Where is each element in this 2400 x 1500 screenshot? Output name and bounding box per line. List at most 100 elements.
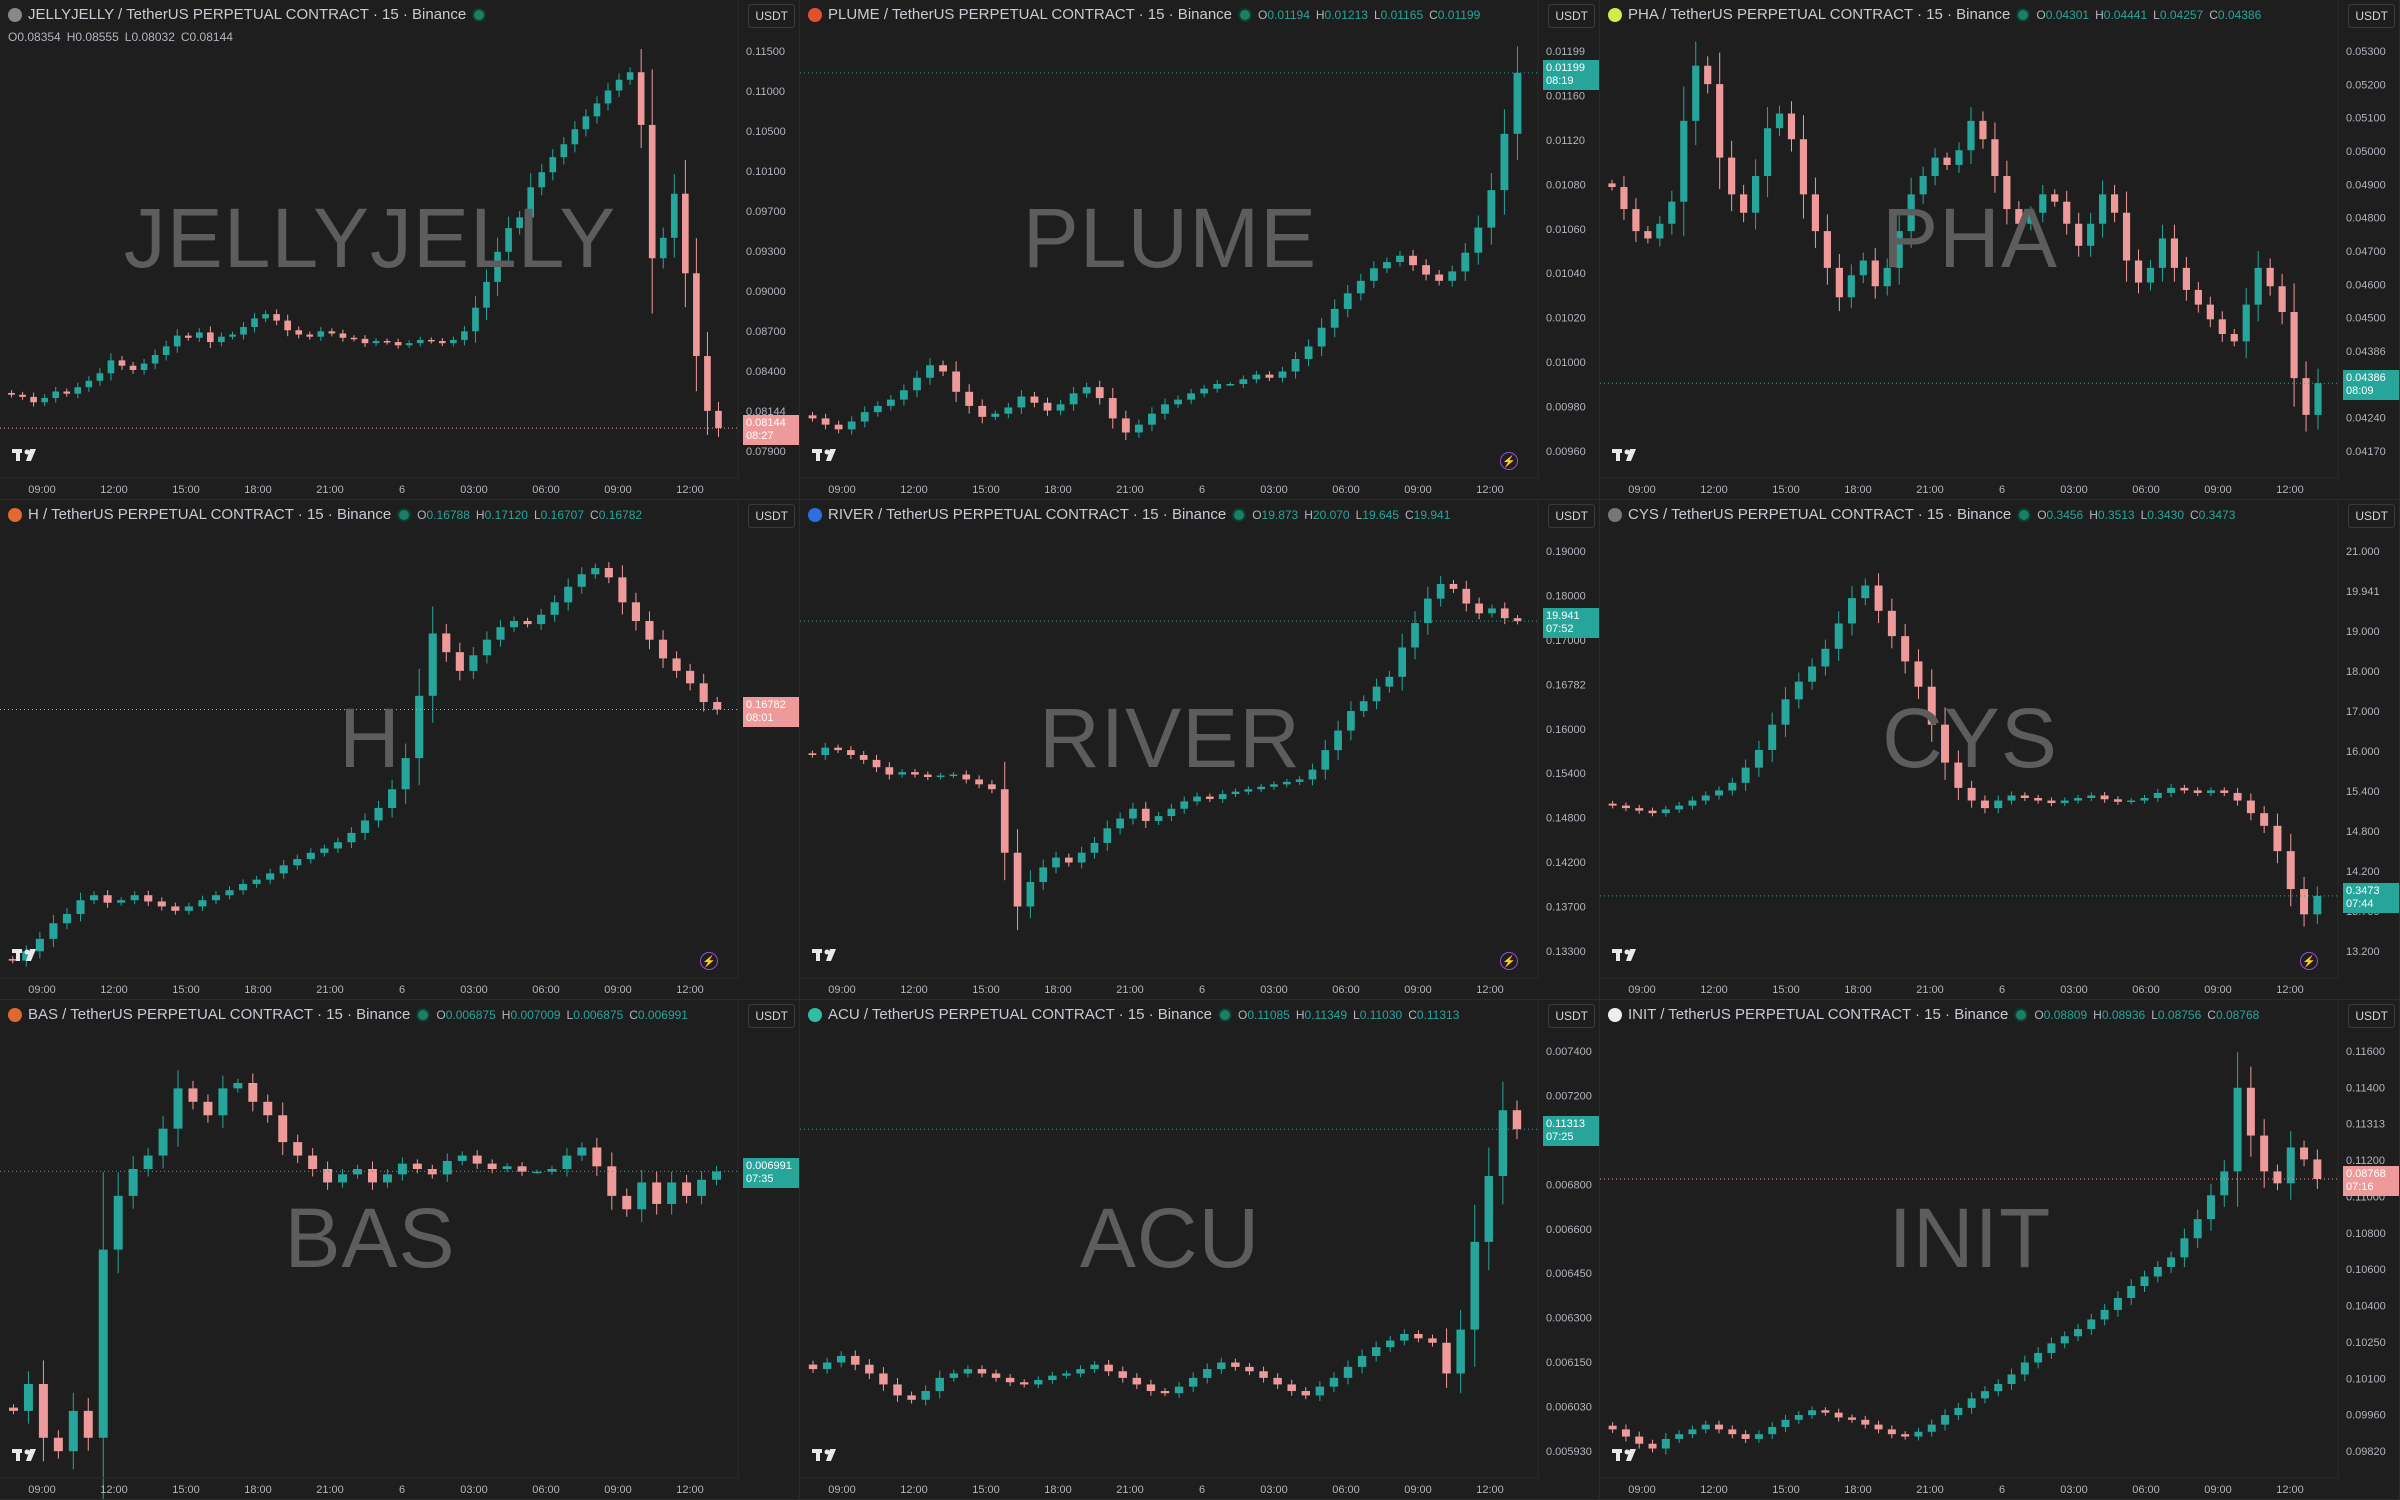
candle <box>63 388 71 397</box>
symbol-title[interactable]: ACU / TetherUS PERPETUAL CONTRACT · 15 ·… <box>828 1006 1213 1023</box>
chart-header[interactable]: INIT / TetherUS PERPETUAL CONTRACT · 15 … <box>1608 1006 2259 1023</box>
currency-button[interactable]: USDT <box>1548 1004 1595 1028</box>
candle <box>2134 249 2143 294</box>
candle <box>2075 212 2083 257</box>
chart-panel-acu[interactable]: 0.0074000.0072000.0069910.0068000.006600… <box>800 1000 1600 1500</box>
candle <box>2218 311 2226 342</box>
candle <box>1781 687 1790 737</box>
chart-header[interactable]: CYS / TetherUS PERPETUAL CONTRACT · 15 ·… <box>1608 506 2235 523</box>
price-axis-label: 0.11600 <box>2346 1046 2385 1058</box>
candle <box>2003 160 2011 225</box>
candlestick-chart[interactable]: 21.000 19.941 19.000 18.000 17.000 16.000 15.4… <box>1600 500 2400 1000</box>
ohlc-l: L0.3430 <box>2140 507 2184 522</box>
candlestick-chart[interactable]: 0.0074000.0072000.0069910.0068000.006600… <box>800 1000 1600 1500</box>
candle <box>1329 1372 1339 1393</box>
tradingview-logo-icon[interactable] <box>1612 1447 1644 1463</box>
candlestick-chart[interactable]: 09:00 12:00 15:00 18:00 21:00 6 03:00 06:00 09:0… <box>0 1000 800 1500</box>
price-axis-label: 0.005930 <box>1546 1446 1592 1458</box>
tradingview-logo-icon[interactable] <box>12 447 44 463</box>
candle <box>308 1148 318 1177</box>
lightning-icon[interactable]: ⚡ <box>1500 452 1518 470</box>
candle <box>439 338 446 347</box>
chart-header[interactable]: H / TetherUS PERPETUAL CONTRACT · 15 · B… <box>8 506 642 523</box>
chart-header[interactable]: ACU / TetherUS PERPETUAL CONTRACT · 15 ·… <box>808 1006 1459 1023</box>
lightning-icon[interactable]: ⚡ <box>700 952 718 970</box>
chart-header[interactable]: PLUME / TetherUS PERPETUAL CONTRACT · 15… <box>808 6 1480 23</box>
tradingview-logo-icon[interactable] <box>1612 447 1644 463</box>
candlestick-chart[interactable]: 0.190000.180000.170000.167820.160000.154… <box>800 500 1600 1000</box>
candle <box>1943 152 1951 170</box>
candle <box>1914 649 1923 699</box>
currency-button[interactable]: USDT <box>1548 504 1595 528</box>
currency-button[interactable]: USDT <box>2348 4 2395 28</box>
time-axis-label: 09:00 <box>28 484 56 496</box>
symbol-title[interactable]: INIT / TetherUS PERPETUAL CONTRACT · 15 … <box>1628 1006 2009 1023</box>
candlestick-chart[interactable]: 0.05300 0.05200 0.05100 0.05000 0.04900 0.048… <box>1600 0 2400 500</box>
symbol-title[interactable]: PLUME / TetherUS PERPETUAL CONTRACT · 15… <box>828 6 1233 23</box>
ohlc-l: L0.08032 <box>124 30 175 44</box>
candle <box>1118 1366 1127 1383</box>
candlestick-chart[interactable]: 0.11500 0.11000 0.10500 0.10100 0.09700 0.093… <box>0 0 800 500</box>
candle <box>593 96 601 124</box>
lightning-icon[interactable]: ⚡ <box>1500 952 1518 970</box>
symbol-title[interactable]: BAS / TetherUS PERPETUAL CONTRACT · 15 ·… <box>28 1006 411 1023</box>
tradingview-logo-icon[interactable] <box>12 947 44 963</box>
candle <box>2300 876 2309 927</box>
candle <box>68 1392 78 1470</box>
price-axis-label: 0.05200 <box>2346 79 2386 91</box>
price-axis-label: 0.01040 <box>1546 268 1586 280</box>
chart-panel-init[interactable]: 0.11600 0.11400 0.11313 0.11200 0.11000 0.108… <box>1600 1000 2400 1500</box>
time-axis-label: 12:00 <box>1476 484 1504 496</box>
chart-header[interactable]: PHA / TetherUS PERPETUAL CONTRACT · 15 ·… <box>1608 6 2261 23</box>
chart-header[interactable]: BAS / TetherUS PERPETUAL CONTRACT · 15 ·… <box>8 1006 688 1023</box>
currency-button[interactable]: USDT <box>748 1004 795 1028</box>
chart-panel-h[interactable]: 09:00 12:00 15:00 18:00 21:00 6 03:00 06:00 09:0… <box>0 500 800 1000</box>
symbol-title[interactable]: RIVER / TetherUS PERPETUAL CONTRACT · 15… <box>828 506 1227 523</box>
chart-panel-jellyjelly[interactable]: 0.11500 0.11000 0.10500 0.10100 0.09700 0.093… <box>0 0 800 500</box>
symbol-title[interactable]: H / TetherUS PERPETUAL CONTRACT · 15 · B… <box>28 506 392 523</box>
currency-button[interactable]: USDT <box>748 504 795 528</box>
market-open-icon <box>1238 7 1253 22</box>
currency-button[interactable]: USDT <box>1548 4 1595 28</box>
chart-panel-cys[interactable]: 21.000 19.941 19.000 18.000 17.000 16.000 15.4… <box>1600 500 2400 1000</box>
tradingview-logo-icon[interactable] <box>812 1447 844 1463</box>
candle <box>2182 256 2190 301</box>
candle <box>1513 46 1522 161</box>
tradingview-logo-icon[interactable] <box>1612 947 1644 963</box>
candle <box>988 780 996 794</box>
price-axis-label: 0.007200 <box>1546 1090 1592 1102</box>
candle <box>52 386 60 403</box>
candlestick-chart[interactable]: 09:00 12:00 15:00 18:00 21:00 6 03:00 06:00 09:0… <box>0 500 800 1000</box>
currency-button[interactable]: USDT <box>2348 1004 2395 1028</box>
currency-button[interactable]: USDT <box>748 4 795 28</box>
candle <box>333 837 342 854</box>
candlestick-chart[interactable]: 0.01199 0.01160 0.01120 0.01080 0.01060 0.010… <box>800 0 1600 500</box>
chart-panel-river[interactable]: 0.19000 0.18000 0.17000 0.16782 0.16000 0.154… <box>800 500 1600 1000</box>
chart-panel-plume[interactable]: 0.01199 0.01160 0.01120 0.01080 0.01060 0.010… <box>800 0 1600 500</box>
ohlc-values: O0.04301 H0.04441 L0.04257 C0.04386 <box>2036 8 2261 22</box>
candle <box>2246 1066 2255 1157</box>
candle <box>188 1080 198 1110</box>
chart-header[interactable]: RIVER / TetherUS PERPETUAL CONTRACT · 15… <box>808 506 1450 523</box>
chart-panel-bas[interactable]: 09:00 12:00 15:00 18:00 21:00 6 03:00 06:00 09:0… <box>0 1000 800 1500</box>
lightning-icon[interactable]: ⚡ <box>2300 952 2318 970</box>
candle <box>2047 1337 2056 1359</box>
candle <box>218 332 225 347</box>
candle <box>8 956 17 964</box>
tradingview-logo-icon[interactable] <box>12 1447 44 1463</box>
candle <box>1160 1388 1170 1397</box>
candle <box>1895 214 1903 285</box>
tradingview-logo-icon[interactable] <box>812 947 844 963</box>
tradingview-logo-icon[interactable] <box>812 447 844 463</box>
symbol-title[interactable]: PHA / TetherUS PERPETUAL CONTRACT · 15 ·… <box>1628 6 2011 23</box>
time-axis-label: 03:00 <box>460 484 488 496</box>
symbol-title[interactable]: JELLYJELLY / TetherUS PERPETUAL CONTRACT… <box>28 6 467 23</box>
chart-panel-pha[interactable]: 0.05300 0.05200 0.05100 0.05000 0.04900 0.048… <box>1600 0 2400 500</box>
symbol-title[interactable]: CYS / TetherUS PERPETUAL CONTRACT · 15 ·… <box>1628 506 2012 523</box>
candle <box>1635 805 1644 814</box>
candle <box>2027 206 2035 231</box>
candle <box>893 1377 902 1402</box>
chart-header[interactable]: JELLYJELLY / TetherUS PERPETUAL CONTRACT… <box>8 6 487 23</box>
currency-button[interactable]: USDT <box>2348 504 2395 528</box>
candlestick-chart[interactable]: 0.116000.114000.113130.112000.110000.108… <box>1600 1000 2400 1500</box>
